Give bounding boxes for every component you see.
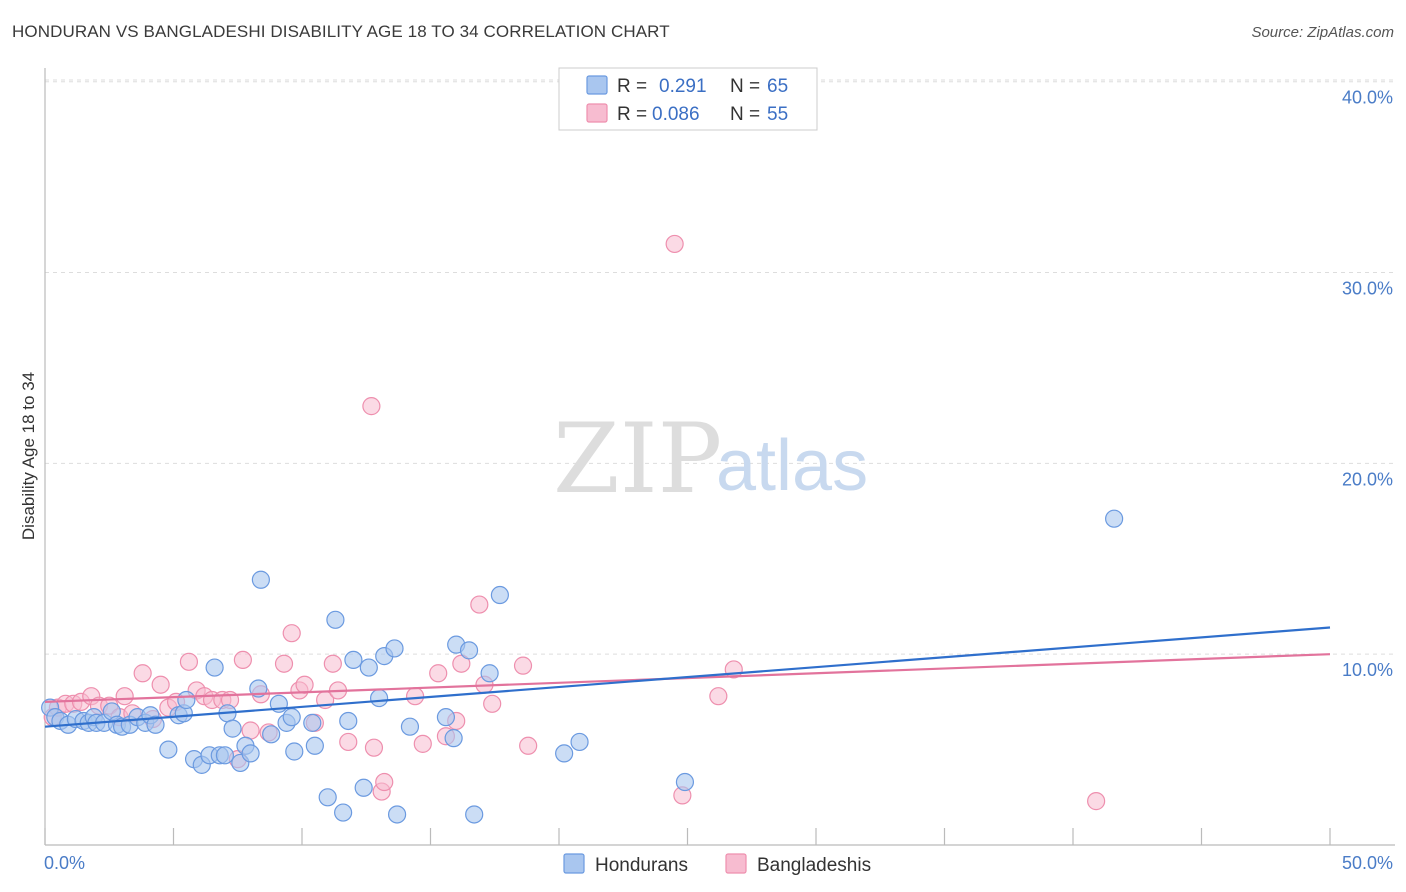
x-tick-labels: 0.0% 50.0% [44,853,1393,873]
hondurans-point [223,719,242,738]
hondurans-point [344,650,363,670]
hondurans-point [282,708,301,727]
legend-r-label-bangladeshis: R = [617,104,647,125]
hondurans-point [215,746,234,765]
bangladeshis-point [233,650,252,670]
hondurans-point [490,585,509,605]
legend-r-label-hondurans: R = [617,76,647,97]
watermark: ZIP atlas [553,403,868,515]
hondurans-point [177,690,196,710]
hondurans-point [303,713,322,732]
hondurans-point [251,570,270,589]
bangladeshis-point [709,687,728,706]
bangladeshis-point [282,624,301,643]
hondurans-point [555,744,574,763]
bangladeshis-point [429,664,448,683]
y-tick-labels: 10.0% 20.0% 30.0% 40.0% [1342,88,1393,680]
hondurans-point [400,717,420,736]
bangladeshis-point [413,734,432,753]
trendlines [44,626,1331,728]
bangladeshis-point [405,687,425,706]
legend-swatch-bangladeshis [586,103,608,123]
hondurans-point [459,641,479,660]
legend-n-value-bangladeshis: 55 [767,104,788,125]
hondurans-point [370,688,389,708]
x-tick-label: 0.0% [44,853,85,873]
hondurans-point [262,725,281,744]
gridlines [45,79,1395,655]
y-axis-label: Disability Age 18 to 34 [19,372,38,540]
hondurans-point [205,658,224,677]
bangladeshis-point [295,675,314,694]
chart-title: HONDURAN VS BANGLADESHI DISABILITY AGE 1… [12,22,670,41]
y-tick-label: 10.0% [1342,660,1393,680]
hondurans-trendline [44,626,1331,728]
bangladeshis-point [179,652,199,671]
hondurans-point [305,736,324,755]
hondurans-point [354,778,373,797]
bottom-legend-swatch-hondurans [563,853,585,874]
bangladeshis-points [43,234,1106,811]
chart-source: Source: ZipAtlas.com [1251,24,1394,41]
bangladeshis-point [665,234,684,254]
y-tick-label: 20.0% [1342,469,1393,489]
y-tick-label: 40.0% [1342,88,1393,108]
legend-n-value-hondurans: 65 [767,76,788,97]
bangladeshis-point [364,738,384,757]
bangladeshis-point [362,397,381,416]
bangladeshis-point [375,772,394,792]
bottom-legend-label-bangladeshis: Bangladeshis [757,855,871,876]
bangladeshis-point [513,656,533,675]
bangladeshis-point [133,664,152,683]
hondurans-point [385,639,404,658]
hondurans-point [387,805,407,824]
bangladeshis-point [241,721,260,740]
hondurans-point [1105,509,1124,528]
legend-n-label-hondurans: N = [730,76,760,97]
hondurans-point [285,742,304,761]
bangladeshis-point [483,694,502,713]
legend-r-value-bangladeshis: 0.086 [652,104,700,125]
y-tick-label: 30.0% [1342,279,1393,299]
hondurans-point [570,732,589,752]
hondurans-point [465,805,484,824]
bottom-legend-swatch-bangladeshis [725,853,747,874]
hondurans-point [675,772,695,792]
hondurans-point [359,658,378,677]
hondurans-point [146,715,165,734]
hondurans-points [41,509,1124,824]
hondurans-point [318,788,337,807]
hondurans-point [159,740,178,759]
bangladeshis-point [1087,792,1106,811]
hondurans-point [436,708,456,727]
bangladeshis-point [274,654,294,673]
bangladeshis-point [115,687,134,706]
hondurans-point [339,711,358,731]
axes [44,68,1395,846]
watermark-atlas: atlas [716,426,868,506]
watermark-zip: ZIP [553,403,722,515]
legend-swatch-hondurans [586,75,608,95]
top-legend: R = 0.291 N = 65 R = 0.086 N = 55 [558,67,818,131]
bangladeshis-point [470,595,489,614]
legend-r-value-hondurans: 0.291 [659,76,707,97]
bottom-legend: Hondurans Bangladeshis [563,853,871,876]
bangladeshis-point [339,732,358,752]
bangladeshis-point [519,736,538,755]
hondurans-point [241,744,260,763]
hondurans-point [480,664,499,683]
hondurans-point [444,729,463,748]
hondurans-point [334,803,353,822]
hondurans-point [326,610,345,629]
legend-n-label-bangladeshis: N = [730,104,760,125]
bangladeshis-point [323,654,342,673]
x-tick-label: 50.0% [1342,853,1393,873]
bangladeshis-point [452,654,471,673]
bangladeshis-point [151,675,170,694]
bottom-legend-label-hondurans: Hondurans [595,855,688,876]
